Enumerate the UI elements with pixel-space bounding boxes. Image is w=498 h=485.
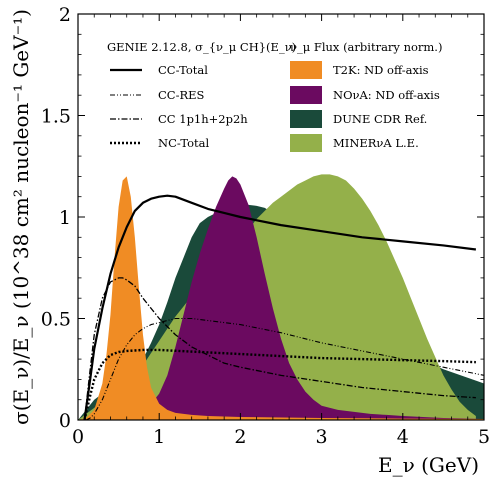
legend-label-cc-1p1h-2p2h: CC 1p1h+2p2h xyxy=(158,112,248,126)
flux-area-no-a-nd-off-axis xyxy=(78,176,484,420)
x-tick-label: 1 xyxy=(153,426,165,448)
tick-layer: 0 1 2 3 4 5 0 0.5 1 1.5 2 xyxy=(41,4,490,448)
legend-swatch-nova xyxy=(290,86,322,104)
legend-swatch-minerva xyxy=(290,134,322,152)
legend-flux: ν_μ Flux (arbitrary norm.) T2K: ND off-a… xyxy=(290,40,442,152)
x-tick-label: 3 xyxy=(316,426,328,448)
legend-label-nc-total: NC-Total xyxy=(158,136,210,150)
y-axis-label: σ(E_ν)/E_ν (10^38 cm² nucleon⁻¹ GeV⁻¹) xyxy=(9,9,33,425)
legend-swatch-dune xyxy=(290,110,322,128)
y-tick-label: 0 xyxy=(59,410,71,432)
flux-area-t2k-nd-off-axis xyxy=(78,176,484,420)
x-axis-label: E_ν (GeV) xyxy=(378,453,479,477)
x-tick-label: 2 xyxy=(234,426,246,448)
legend-label-dune: DUNE CDR Ref. xyxy=(333,112,427,126)
legend-label-t2k: T2K: ND off-axis xyxy=(333,63,429,77)
legend-flux-header: ν_μ Flux (arbitrary norm.) xyxy=(290,40,442,54)
x-tick-label: 4 xyxy=(397,426,409,448)
y-tick-label: 2 xyxy=(59,4,71,26)
y-tick-label: 0.5 xyxy=(41,309,71,331)
legend-label-nova: NOνA: ND off-axis xyxy=(333,88,440,102)
x-tick-label: 5 xyxy=(478,426,490,448)
series-line-cc-1p1h-2p2h xyxy=(83,277,476,421)
legend-label-minerva: MINERνA L.E. xyxy=(333,136,419,150)
flux-layer xyxy=(78,174,484,420)
legend-cross-section: GENIE 2.12.8, σ_{ν_μ CH}(E_ν) CC-Total C… xyxy=(107,40,296,150)
series-line-cc-total xyxy=(83,194,477,421)
y-tick-label: 1 xyxy=(59,207,71,229)
legend-swatch-t2k xyxy=(290,61,322,79)
legend-cross-section-header: GENIE 2.12.8, σ_{ν_μ CH}(E_ν) xyxy=(107,40,296,54)
series-line-cc-res xyxy=(85,317,485,421)
cross-section-layer xyxy=(83,194,485,421)
x-tick-label: 0 xyxy=(72,426,84,448)
legend-label-cc-total: CC-Total xyxy=(158,63,208,77)
series-line-nc-total xyxy=(83,348,476,421)
legend-label-cc-res: CC-RES xyxy=(158,88,205,102)
y-tick-label: 1.5 xyxy=(41,106,71,128)
